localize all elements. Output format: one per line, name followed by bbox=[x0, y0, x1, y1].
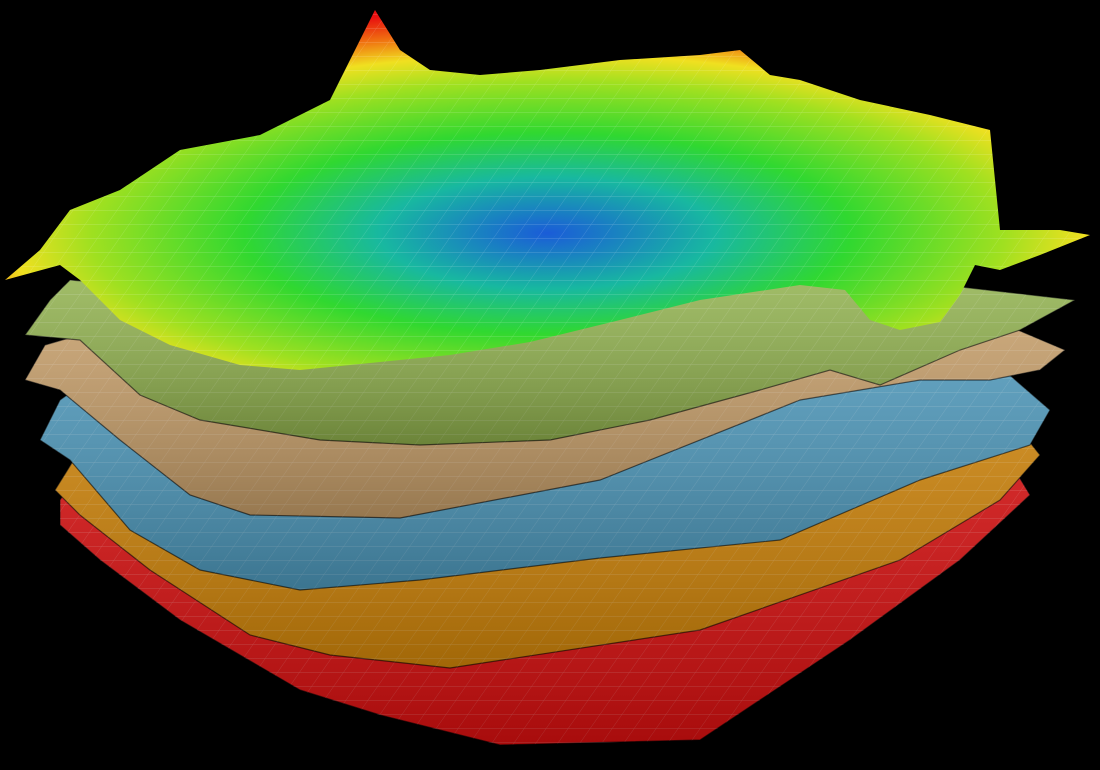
top-surface bbox=[5, 10, 1090, 370]
top-surface-grid bbox=[5, 10, 1090, 370]
